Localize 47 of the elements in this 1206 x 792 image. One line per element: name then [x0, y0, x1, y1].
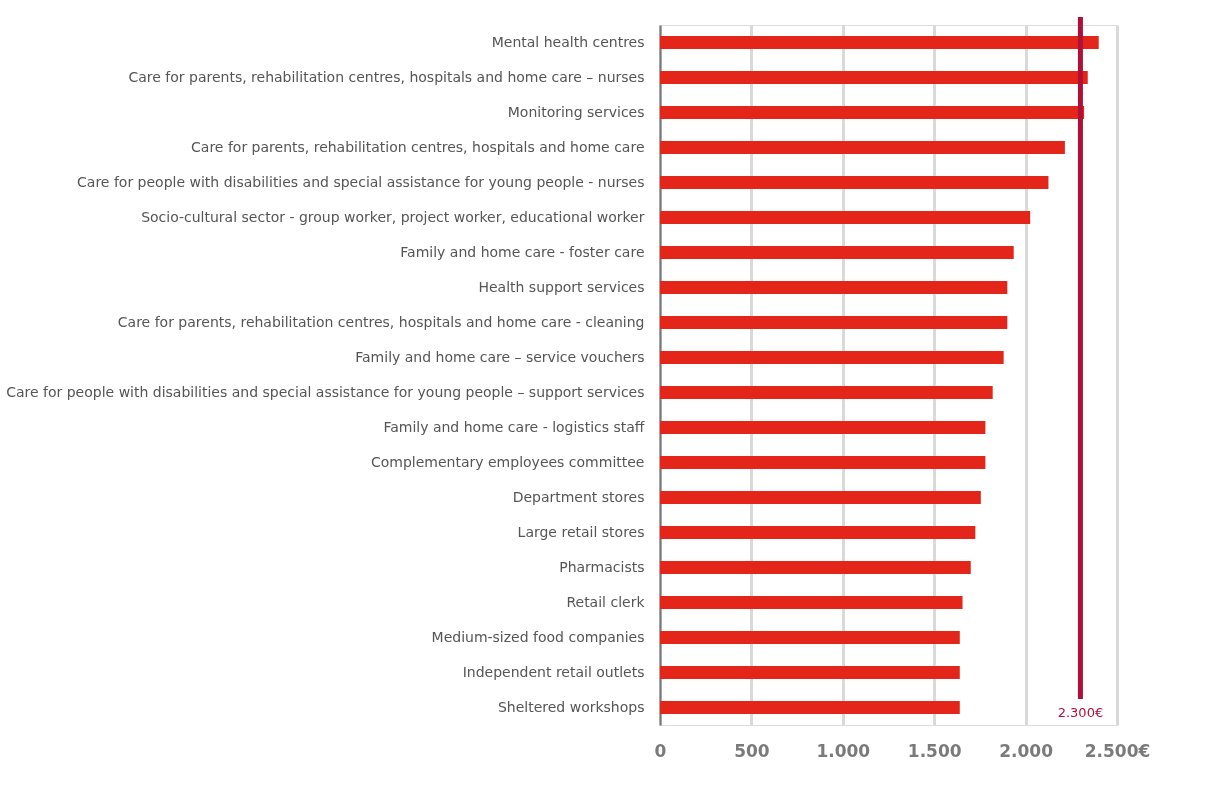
bar [660, 176, 1049, 189]
x-tick-label: 500 [734, 740, 770, 761]
y-tick-label: Sheltered workshops [497, 698, 645, 715]
bar [660, 561, 971, 574]
bar [660, 71, 1088, 84]
bar [660, 421, 986, 434]
x-tick-label: 1.000 [816, 740, 871, 761]
bar [660, 456, 986, 469]
bar [660, 316, 1008, 329]
y-tick-label: Independent retail outlets [462, 663, 645, 680]
y-tick-label: Pharmacists [559, 558, 645, 575]
bar [660, 281, 1008, 294]
bar [660, 596, 963, 609]
x-tick-label: 2.500€ [1084, 740, 1151, 761]
y-tick-label: Care for parents, rehabilitation centres, hospitals and home care - cleaning [117, 313, 645, 330]
y-tick-label: Care for people with disabilities and special assistance for young people - nurses [77, 173, 645, 190]
y-tick-label: Family and home care - logistics staff [383, 418, 645, 435]
y-tick-label: Department stores [512, 488, 645, 505]
bar [660, 491, 981, 504]
bar [660, 631, 960, 644]
y-tick-label: Family and home care - foster care [400, 243, 645, 260]
y-tick-label: Complementary employees committee [370, 453, 645, 470]
bar [660, 351, 1004, 364]
y-tick-label: Mental health centres [491, 33, 645, 50]
ref-line-label: 2.300€ [1057, 705, 1104, 720]
y-tick-label: Care for people with disabilities and special assistance for young people – support services [6, 383, 645, 400]
bar [660, 211, 1031, 224]
bar [660, 526, 976, 539]
y-tick-label: Medium-sized food companies [431, 628, 645, 645]
y-tick-label: Health support services [478, 278, 645, 295]
y-tick-label: Care for parents, rehabilitation centres, hospitals and home care [191, 138, 645, 155]
x-tick-label: 1.500 [907, 740, 962, 761]
bar [660, 141, 1065, 154]
bar [660, 666, 960, 679]
bar [660, 36, 1099, 49]
bar [660, 246, 1014, 259]
y-tick-label: Care for parents, rehabilitation centres, hospitals and home care – nurses [128, 68, 645, 85]
x-tick-label: 2.000 [999, 740, 1054, 761]
bar [660, 106, 1085, 119]
y-tick-label: Socio-cultural sector - group worker, project worker, educational worker [141, 208, 645, 225]
x-tick-label: 0 [654, 740, 667, 761]
y-tick-label: Retail clerk [566, 593, 646, 610]
y-tick-label: Monitoring services [507, 103, 645, 120]
y-tick-label: Family and home care – service vouchers [355, 348, 645, 365]
bar [660, 386, 993, 399]
bar [660, 701, 960, 714]
y-tick-label: Large retail stores [517, 523, 645, 540]
